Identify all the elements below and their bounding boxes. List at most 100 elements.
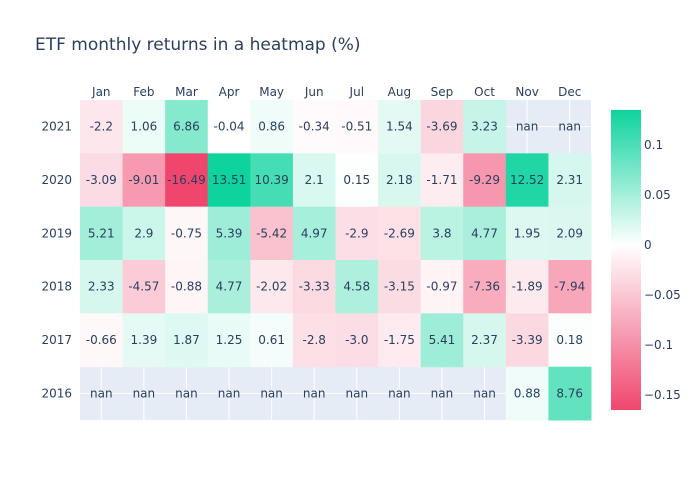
cell-label: 0.86 [258, 120, 285, 134]
colorbar-tick-label: 0 [644, 238, 652, 252]
cell-label: 0.88 [514, 386, 541, 400]
heatmap-cell [207, 206, 251, 261]
cell-label: 0.18 [556, 333, 583, 347]
heatmap-cell [207, 100, 251, 154]
heatmap-cell [378, 206, 422, 261]
cell-label: nan [303, 386, 326, 400]
heatmap-cell [122, 260, 166, 314]
heatmap-cell [250, 100, 294, 154]
heatmap-cell [505, 260, 549, 314]
cell-label: -1.75 [384, 333, 415, 347]
heatmap-cell [335, 100, 379, 154]
heatmap-cell [122, 313, 166, 368]
cell-label: 2.18 [386, 173, 413, 187]
heatmap-cell [548, 366, 592, 421]
heatmap-cell [292, 313, 336, 368]
heatmap-cell [80, 260, 124, 314]
heatmap-cell [420, 153, 464, 208]
cell-label: 0.61 [258, 333, 285, 347]
cell-label: -4.57 [128, 280, 159, 294]
heatmap-cell [463, 260, 507, 314]
y-tick-label: 2021 [41, 120, 72, 134]
cell-label: 2.09 [556, 226, 583, 240]
cell-label: -9.01 [128, 173, 159, 187]
colorbar-gradient [611, 110, 641, 410]
heatmap-cell [207, 153, 251, 208]
heatmap-cell [80, 100, 124, 154]
colorbar-tick-label: 0.1 [644, 138, 663, 152]
cell-label: nan [260, 386, 283, 400]
heatmap-cell [548, 313, 592, 368]
cell-label: nan [90, 386, 113, 400]
heatmap-cell [420, 100, 464, 154]
y-tick-label: 2020 [41, 173, 72, 187]
x-tick-label: Nov [515, 85, 538, 99]
heatmap-cell [463, 100, 507, 154]
cell-label: nan [175, 386, 198, 400]
heatmap-cell [335, 313, 379, 368]
heatmap-cell [505, 313, 549, 368]
cell-label: -3.0 [345, 333, 368, 347]
x-tick-label: Apr [219, 85, 240, 99]
heatmap-cell [207, 260, 251, 314]
plot-area: -2.2 1.06 6.86 -0.04 0.86 -0.34 -0.51 1.54 -3.69… [80, 100, 592, 421]
cell-label: -16.49 [167, 173, 206, 187]
cell-label: nan [388, 386, 411, 400]
cell-label: 2.1 [305, 173, 324, 187]
heatmap-cell [548, 260, 592, 314]
x-tick-label: May [259, 85, 284, 99]
heatmap-cell [378, 313, 422, 368]
y-axis: 2021 2020 2019 2018 2017 2016 [41, 120, 72, 401]
x-tick-label: Oct [474, 85, 495, 99]
heatmap-cell [292, 206, 336, 261]
heatmap-cell [505, 366, 549, 421]
cell-label: 3.8 [432, 226, 451, 240]
heatmap-cell [505, 153, 549, 208]
cell-label: 5.39 [216, 226, 243, 240]
x-axis: Jan Feb Mar Apr May Jun Jul Aug Sep Oct Nov Dec [91, 85, 581, 99]
cell-label: 10.39 [254, 173, 288, 187]
heatmap-cell [292, 100, 336, 154]
cell-label: 6.86 [173, 120, 200, 134]
heatmap-cell [80, 153, 124, 208]
heatmap-cell [335, 260, 379, 314]
heatmap-cell [505, 206, 549, 261]
cell-label: -2.8 [302, 333, 325, 347]
cell-label: -3.09 [86, 173, 117, 187]
heatmap-cell [250, 153, 294, 208]
cell-label: 13.51 [212, 173, 246, 187]
cell-label: nan [473, 386, 496, 400]
cell-label: -2.69 [384, 226, 415, 240]
heatmap-cell [292, 260, 336, 314]
y-tick-label: 2017 [41, 333, 72, 347]
heatmap-cell [122, 100, 166, 154]
cell-label: nan [516, 120, 539, 134]
cell-label: 0.15 [343, 173, 370, 187]
cell-label: 1.54 [386, 120, 413, 134]
cell-label: 2.9 [134, 226, 153, 240]
cell-label: -0.88 [171, 280, 202, 294]
cell-label: -0.51 [341, 120, 372, 134]
heatmap-cell [165, 153, 209, 208]
cell-label: -3.33 [299, 280, 330, 294]
heatmap-cell [548, 153, 592, 208]
cell-label: nan [431, 386, 454, 400]
cell-label: -1.89 [512, 280, 543, 294]
cell-label: -2.2 [90, 120, 113, 134]
heatmap-cell [165, 206, 209, 261]
cell-label: 8.76 [556, 386, 583, 400]
y-tick-label: 2018 [41, 280, 72, 294]
x-tick-label: Jul [349, 85, 364, 99]
heatmap-cell [122, 153, 166, 208]
heatmap-cell [463, 313, 507, 368]
y-tick-label: 2016 [41, 386, 72, 400]
heatmap-cell [250, 206, 294, 261]
x-tick-label: Dec [558, 85, 581, 99]
cell-label: -2.9 [345, 226, 368, 240]
x-tick-label: Mar [175, 85, 198, 99]
heatmap-cell [122, 206, 166, 261]
cell-label: -3.39 [512, 333, 543, 347]
cell-label: nan [346, 386, 369, 400]
cell-label: 4.77 [216, 280, 243, 294]
